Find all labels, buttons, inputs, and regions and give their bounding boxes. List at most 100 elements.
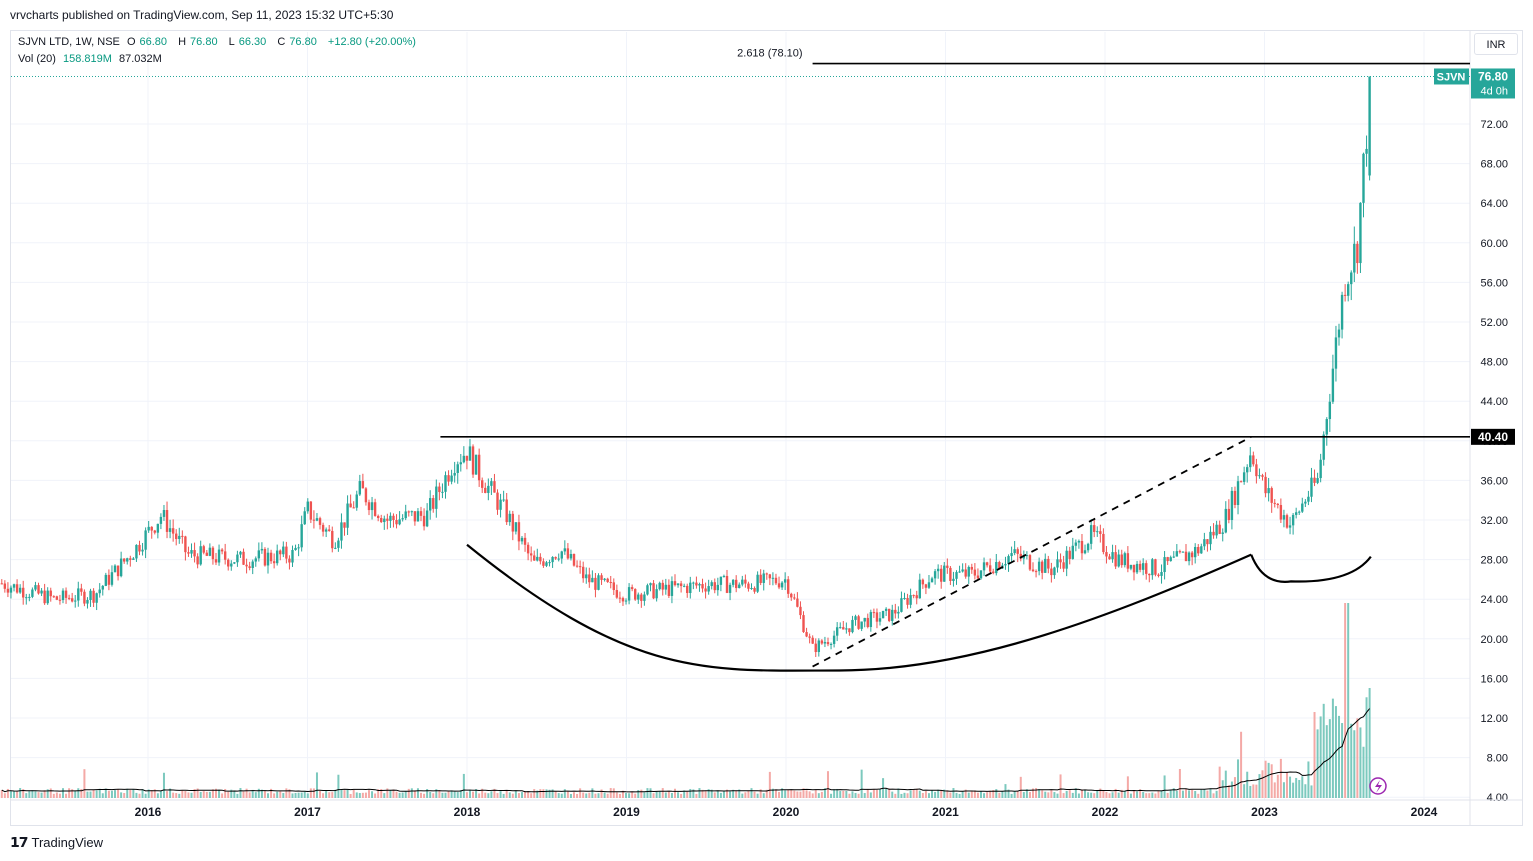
candle-body: [175, 533, 178, 540]
volume-bar: [744, 792, 747, 798]
candle-body: [1050, 568, 1053, 576]
candle-body: [52, 596, 56, 598]
volume-bar: [172, 792, 175, 798]
volume-ma-line: [1, 708, 1370, 793]
candle-body: [1365, 148, 1368, 154]
candle-body: [31, 589, 34, 597]
candle-body: [315, 518, 319, 521]
candle-body: [64, 590, 68, 598]
candle-body: [1242, 472, 1246, 482]
candle-body: [101, 585, 104, 590]
volume-bar: [303, 791, 306, 798]
volume-bar: [1001, 790, 1004, 798]
candle-body: [245, 564, 248, 567]
candle-body: [481, 480, 484, 488]
candle-body: [600, 575, 603, 580]
volume-bar: [377, 789, 380, 798]
candle-body: [352, 507, 355, 509]
volume-bar: [1221, 780, 1224, 798]
candle-body: [1291, 514, 1295, 526]
volume-bar: [3, 793, 6, 798]
candle-body: [291, 550, 294, 563]
candle-body: [1019, 553, 1022, 559]
candle-body: [1111, 552, 1114, 560]
volume-bar: [729, 791, 732, 798]
candle-body: [511, 513, 515, 532]
low-label: L: [228, 36, 235, 48]
candle-body: [294, 547, 297, 551]
candle-body: [132, 558, 135, 560]
candle-body: [612, 582, 615, 591]
volume-bar: [447, 790, 450, 798]
volume-bar: [349, 793, 352, 798]
volume-bar: [986, 792, 989, 798]
candle-body: [973, 569, 977, 576]
volume-bar: [949, 792, 952, 798]
volume-bar: [796, 791, 799, 798]
volume-bar: [1053, 792, 1056, 798]
volume-bar: [573, 792, 576, 798]
currency-button[interactable]: INR: [1474, 33, 1518, 55]
candle-body: [1062, 562, 1065, 569]
y-tick-label: 48.00: [1480, 357, 1508, 369]
volume-bar: [288, 789, 291, 798]
volume-bar: [306, 793, 309, 798]
volume-bar: [25, 793, 28, 798]
high-label: H: [178, 36, 187, 48]
volume-bar: [1188, 790, 1191, 798]
volume-bar: [1185, 788, 1188, 798]
volume-bar: [1016, 791, 1019, 798]
volume-bar: [514, 790, 517, 798]
candle-body: [432, 498, 435, 509]
candle-body: [349, 503, 352, 508]
x-tick-label: 2017: [294, 805, 321, 819]
volume-bar: [973, 790, 976, 798]
candle-body: [227, 559, 230, 567]
candle-body: [9, 587, 13, 593]
price-tag-symbol-box: [1434, 68, 1469, 85]
candle-body: [1304, 501, 1307, 504]
candle-body: [1246, 467, 1249, 473]
candle-body: [493, 481, 496, 493]
volume-bar: [1334, 706, 1337, 798]
volume-bar: [918, 790, 921, 798]
volume-bar: [343, 790, 346, 798]
fib-label: 2.618 (78.10): [737, 48, 802, 60]
candle-body: [1255, 464, 1258, 477]
candle-body: [49, 590, 52, 597]
candle-body: [673, 581, 677, 586]
volume-bar: [637, 789, 640, 798]
volume-bar: [621, 790, 624, 798]
y-tick-label: 4.00: [1487, 792, 1508, 804]
volume-bar: [490, 791, 493, 798]
volume-bar: [450, 790, 453, 798]
chart-frame[interactable]: [10, 30, 1523, 826]
volume-bar: [520, 792, 523, 798]
volume-bar: [107, 790, 110, 798]
volume-bar: [722, 790, 725, 798]
volume-bar: [117, 789, 120, 798]
volume-bar: [530, 793, 533, 798]
candle-body: [220, 549, 224, 552]
candle-body: [1258, 475, 1261, 477]
volume-bar: [955, 792, 958, 798]
volume-bar: [976, 792, 979, 798]
candle-body: [649, 583, 652, 586]
tradingview-brand[interactable]: 𝟭𝟳 TradingView: [10, 834, 103, 851]
volume-bar: [239, 788, 242, 798]
candle-body: [563, 548, 567, 552]
volume-bar: [1151, 792, 1154, 798]
volume-bar: [221, 793, 224, 798]
candle-body: [107, 574, 111, 585]
candle-body: [581, 566, 585, 579]
volume-bar: [1181, 790, 1184, 798]
volume-bar: [98, 788, 101, 798]
candle-body: [70, 598, 74, 602]
candle-body: [1065, 550, 1068, 569]
volume-bar: [58, 793, 61, 798]
candle-body: [141, 549, 144, 552]
candle-body: [1086, 543, 1090, 551]
volume-bar: [346, 788, 349, 798]
volume-bar: [159, 790, 162, 798]
